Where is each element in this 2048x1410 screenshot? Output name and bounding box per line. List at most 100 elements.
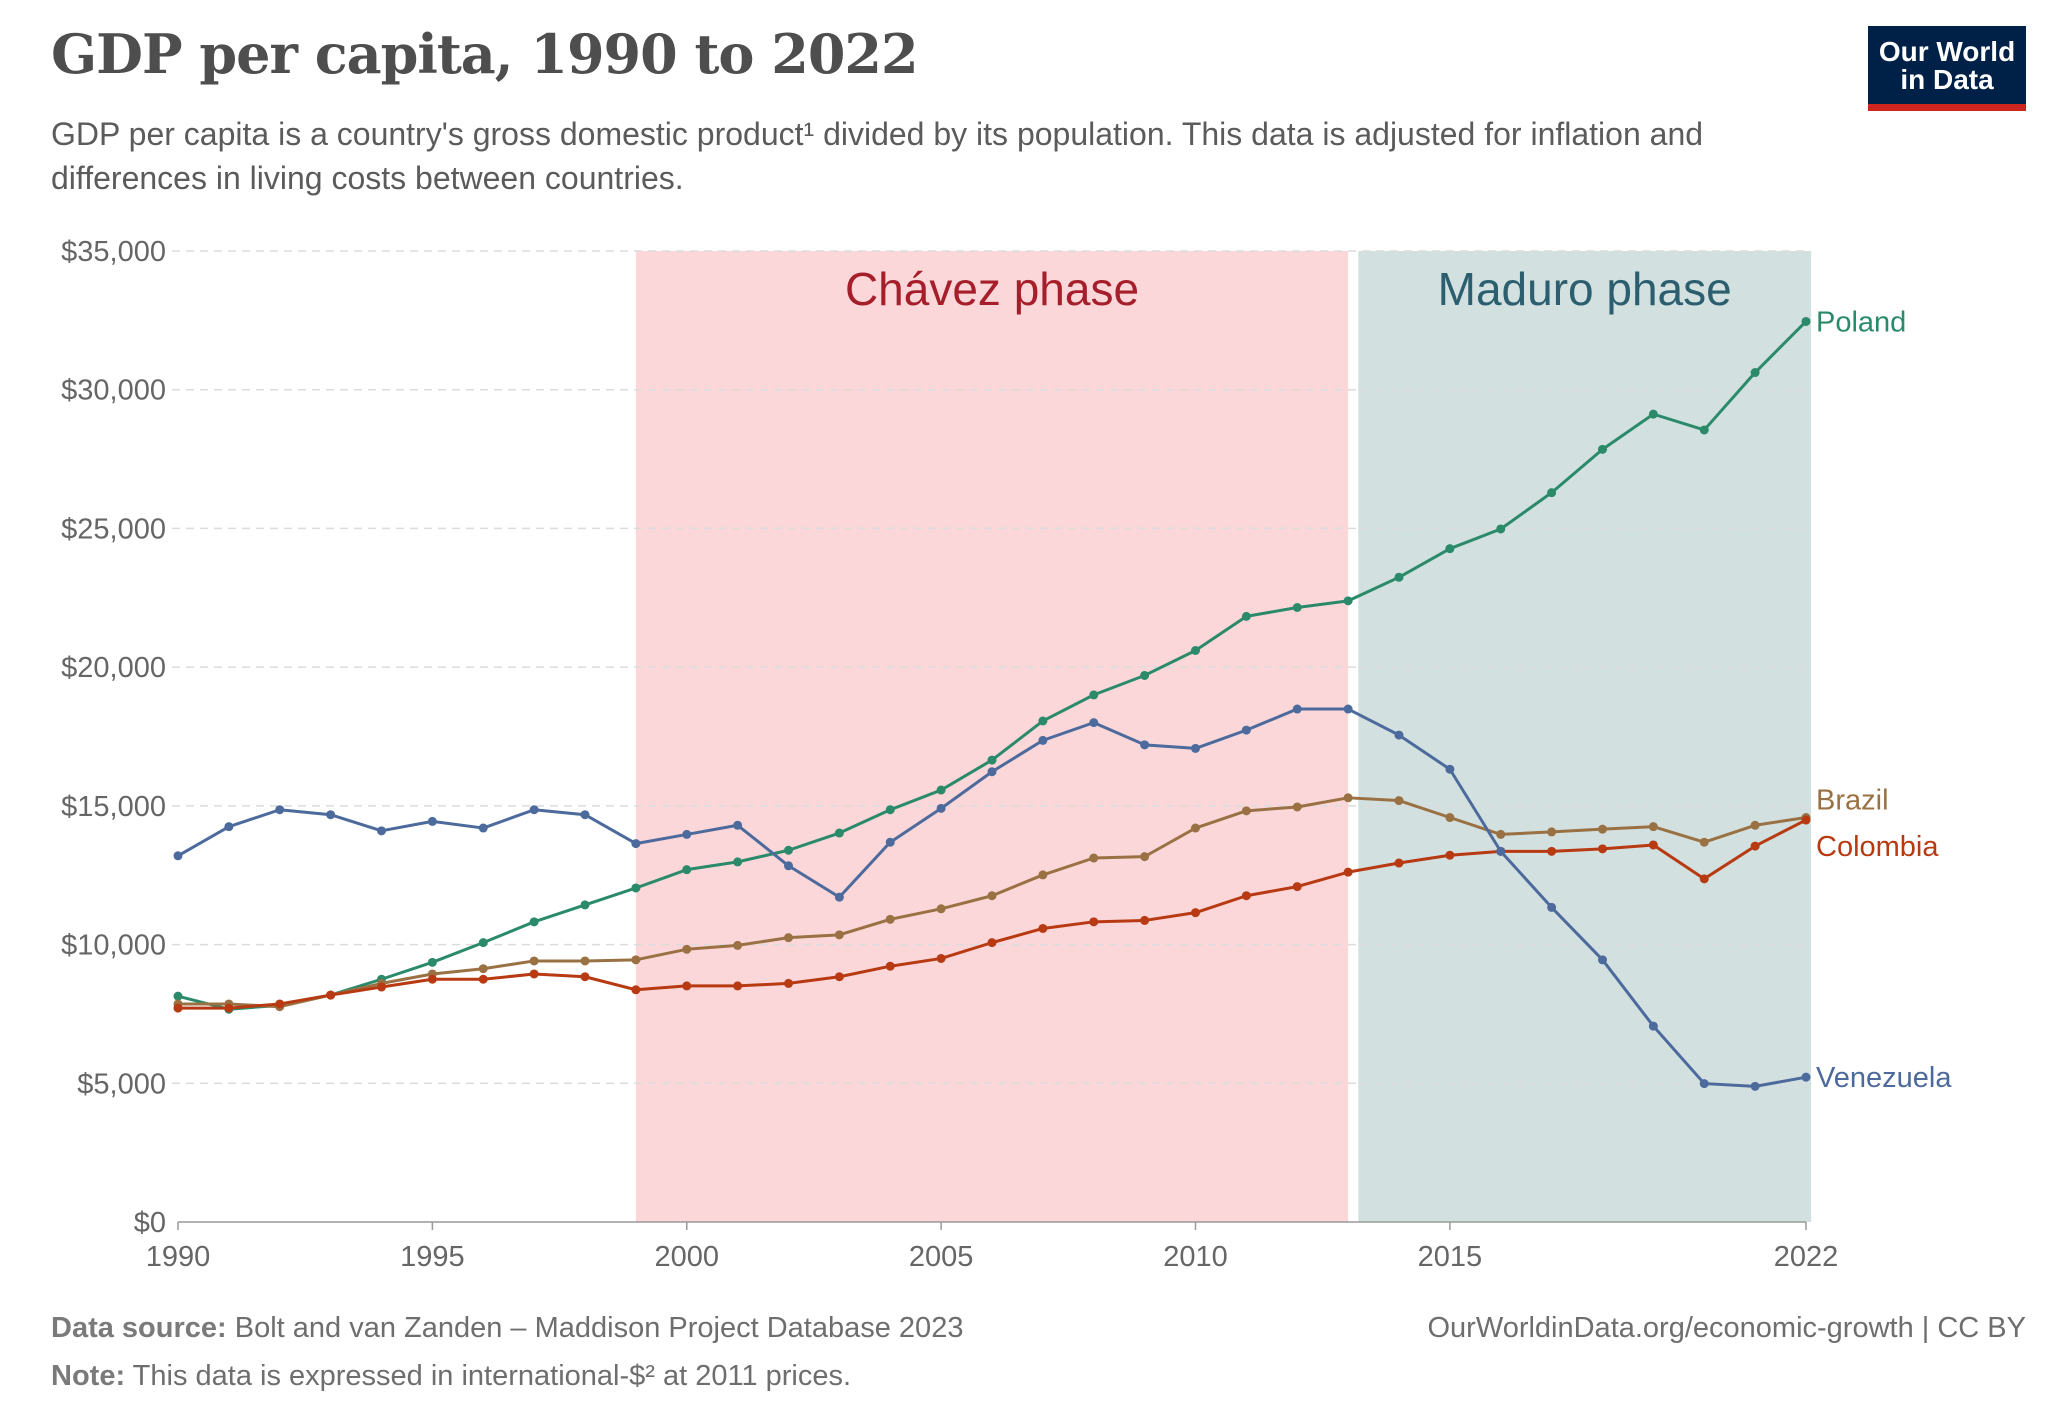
data-point bbox=[1699, 837, 1709, 847]
y-tick-label: $20,000 bbox=[61, 652, 166, 684]
data-point bbox=[1648, 822, 1658, 832]
data-point bbox=[733, 820, 743, 830]
data-point bbox=[1191, 908, 1200, 918]
data-point bbox=[1445, 544, 1455, 554]
phase-band bbox=[1358, 251, 1812, 1222]
data-point bbox=[478, 823, 488, 833]
data-point bbox=[834, 930, 844, 940]
data-point bbox=[1750, 368, 1760, 378]
data-point bbox=[1292, 802, 1302, 812]
data-point bbox=[1496, 846, 1506, 856]
x-tick-label: 2005 bbox=[909, 1241, 974, 1273]
data-point bbox=[1343, 793, 1353, 803]
data-point bbox=[1241, 891, 1251, 901]
data-point bbox=[1343, 704, 1353, 714]
data-point bbox=[784, 845, 793, 855]
data-point bbox=[1801, 1072, 1811, 1082]
x-tick-label: 2022 bbox=[1774, 1241, 1839, 1273]
data-point bbox=[936, 785, 946, 795]
data-point bbox=[1140, 670, 1150, 680]
data-point bbox=[1394, 572, 1404, 582]
data-point bbox=[1292, 602, 1302, 612]
line-chart: Chávez phase Maduro phase $0 $5,000 $10,000 $… bbox=[61, 236, 1952, 1273]
series-label: Brazil bbox=[1816, 785, 1889, 817]
data-point bbox=[224, 1003, 234, 1013]
data-point bbox=[1648, 409, 1658, 419]
data-point bbox=[834, 972, 844, 982]
data-point bbox=[1394, 858, 1404, 868]
data-point bbox=[733, 857, 743, 867]
data-point bbox=[936, 904, 946, 914]
data-point bbox=[427, 816, 437, 826]
data-point bbox=[1598, 844, 1607, 854]
data-point bbox=[1292, 704, 1302, 714]
data-point bbox=[1191, 645, 1200, 655]
logo-text: Our World in Data bbox=[1878, 36, 2016, 95]
chart-subtitle: GDP per capita is a country's gross dome… bbox=[51, 116, 1704, 196]
data-point bbox=[1648, 1021, 1658, 1031]
data-point bbox=[478, 964, 488, 974]
data-point bbox=[1699, 874, 1709, 884]
data-point bbox=[1089, 690, 1099, 700]
x-tick-label: 2015 bbox=[1418, 1241, 1483, 1273]
data-point bbox=[682, 865, 692, 875]
data-point bbox=[1496, 829, 1506, 839]
data-point bbox=[1343, 867, 1353, 877]
y-tick-label: $25,000 bbox=[61, 513, 166, 545]
data-point bbox=[1750, 841, 1760, 851]
data-point bbox=[275, 999, 285, 1009]
source-url-link[interactable]: OurWorldinData.org/economic-growth | CC … bbox=[1427, 1312, 2027, 1344]
data-point bbox=[1547, 488, 1557, 498]
data-point bbox=[885, 805, 895, 815]
data-point bbox=[1241, 611, 1251, 621]
data-point bbox=[580, 810, 590, 820]
data-point bbox=[326, 810, 336, 820]
data-point bbox=[1445, 764, 1455, 774]
data-point bbox=[1089, 853, 1099, 863]
x-tick-label: 1995 bbox=[400, 1241, 465, 1273]
data-point bbox=[1547, 846, 1557, 856]
data-point bbox=[1496, 524, 1506, 534]
data-point bbox=[478, 974, 488, 984]
data-point bbox=[733, 940, 743, 950]
data-point bbox=[529, 969, 539, 979]
chart-title: GDP per capita, 1990 to 2022 bbox=[51, 22, 919, 86]
data-point bbox=[682, 829, 692, 839]
data-point bbox=[987, 891, 997, 901]
data-point bbox=[987, 755, 997, 765]
data-point bbox=[1038, 923, 1048, 933]
data-point bbox=[1598, 444, 1607, 454]
data-point bbox=[377, 826, 386, 836]
y-tick-label: $35,000 bbox=[61, 236, 166, 268]
data-point bbox=[885, 914, 895, 924]
data-point bbox=[987, 767, 997, 777]
data-point bbox=[529, 805, 539, 815]
data-point bbox=[1445, 813, 1455, 823]
data-point bbox=[1547, 902, 1557, 912]
data-point bbox=[631, 883, 641, 893]
data-point bbox=[1343, 596, 1353, 606]
y-tick-label: $5,000 bbox=[77, 1068, 166, 1100]
data-point bbox=[936, 803, 946, 813]
data-point bbox=[1140, 852, 1150, 862]
owid-logo[interactable]: Our World in Data bbox=[1868, 26, 2026, 111]
data-point bbox=[1648, 840, 1658, 850]
data-point bbox=[936, 953, 946, 963]
data-point bbox=[1140, 915, 1150, 925]
y-tick-label: $30,000 bbox=[61, 375, 166, 407]
data-point bbox=[1801, 316, 1811, 326]
data-point bbox=[1038, 735, 1048, 745]
data-point bbox=[733, 981, 743, 991]
data-point bbox=[1547, 827, 1557, 837]
data-point bbox=[1699, 425, 1709, 435]
data-point bbox=[580, 972, 590, 982]
data-point bbox=[784, 861, 793, 871]
data-point bbox=[1292, 882, 1302, 892]
data-point bbox=[580, 956, 590, 966]
x-tick-label: 2000 bbox=[654, 1241, 719, 1273]
data-point bbox=[682, 944, 692, 954]
data-point bbox=[275, 805, 285, 815]
y-tick-label: $15,000 bbox=[61, 791, 166, 823]
data-source: Data source: Bolt and van Zanden – Maddi… bbox=[51, 1312, 963, 1345]
data-point bbox=[1801, 815, 1811, 825]
